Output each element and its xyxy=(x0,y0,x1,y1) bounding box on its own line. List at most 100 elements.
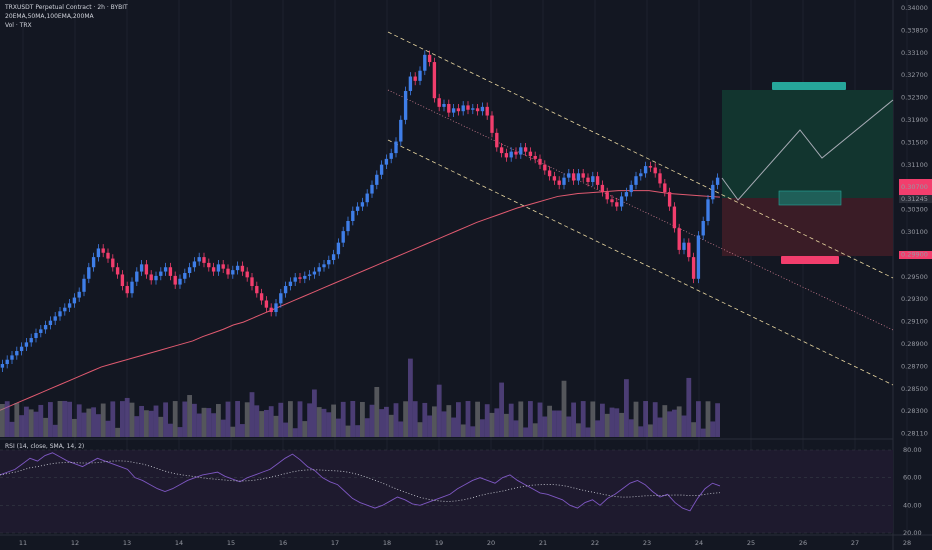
volume-bar xyxy=(24,406,29,437)
candle-body xyxy=(480,106,485,112)
volume-bar xyxy=(441,411,447,437)
price-tag-current xyxy=(899,195,932,203)
candle-body xyxy=(365,193,369,203)
volume-bar xyxy=(321,408,327,437)
candle-body xyxy=(39,329,43,333)
volume-bar xyxy=(273,415,279,437)
candle-body xyxy=(456,108,461,112)
candle-body xyxy=(432,62,437,99)
volume-bar xyxy=(201,407,207,437)
volume-bar xyxy=(43,417,48,437)
x-tick: 28 xyxy=(903,539,911,547)
candle-body xyxy=(442,103,446,107)
volume-bar xyxy=(76,404,82,437)
candle-body xyxy=(115,267,120,275)
candle-body xyxy=(82,278,86,292)
volume-bar xyxy=(67,401,72,437)
candle-body xyxy=(418,70,422,81)
candle-body xyxy=(303,275,307,279)
candle-body xyxy=(624,192,629,197)
volume-bar xyxy=(408,358,413,437)
volume-bar xyxy=(288,401,293,437)
rsi-band xyxy=(0,450,893,533)
candle-body xyxy=(413,76,417,81)
volume-bar xyxy=(403,401,408,437)
candle-body xyxy=(634,176,638,185)
price-tag-stop xyxy=(899,251,932,259)
volume-bar xyxy=(585,427,591,437)
candle-body xyxy=(307,274,312,276)
candle-body xyxy=(581,173,585,178)
candle-body xyxy=(250,277,254,287)
volume-bar xyxy=(456,402,461,437)
candle-body xyxy=(711,184,715,200)
candle-body xyxy=(610,199,614,203)
volume-bar xyxy=(336,418,341,437)
volume-bar xyxy=(715,403,720,437)
candle-body xyxy=(519,147,523,155)
y-tick: 0.32300 xyxy=(901,94,928,102)
candle-body xyxy=(715,177,720,185)
volume-bar xyxy=(216,404,221,437)
volume-bar xyxy=(355,425,360,437)
volume-bar xyxy=(412,401,418,437)
rsi-panel: 80.00 60.00 40.00 20.00 xyxy=(0,446,922,537)
volume-bar xyxy=(672,409,677,437)
rsi-sma xyxy=(0,460,721,502)
candle-body xyxy=(197,257,201,262)
x-tick: 21 xyxy=(539,539,547,547)
volume-bar xyxy=(628,419,634,437)
volume-bar xyxy=(345,425,351,437)
trade-zones: 0.31245 xyxy=(721,82,932,264)
y-axis: 0.34000 0.33850 0.33100 0.32700 0.32300 0.319… xyxy=(901,4,928,438)
candle-body xyxy=(336,242,341,255)
volume-bar xyxy=(220,419,226,437)
candle-body xyxy=(235,265,240,271)
x-tick: 13 xyxy=(123,539,131,547)
candle-body xyxy=(351,210,355,221)
candle-body xyxy=(495,132,499,148)
volume-bar xyxy=(556,410,562,437)
candle-body xyxy=(691,257,696,279)
volume-bar xyxy=(360,401,365,437)
candle-body xyxy=(552,176,557,181)
volume-bar xyxy=(120,401,125,437)
volume-bar xyxy=(4,401,10,437)
y-tick: 0.28300 xyxy=(901,407,928,415)
stop-zone xyxy=(722,198,893,256)
volume-bar xyxy=(144,410,149,437)
volume-bar xyxy=(648,424,653,437)
candle-body xyxy=(173,275,177,285)
x-tick: 19 xyxy=(435,539,443,547)
volume-bar xyxy=(528,401,533,437)
volume-bar xyxy=(475,401,480,437)
volume-bar xyxy=(398,421,404,437)
candle-body xyxy=(394,141,398,154)
candle-body xyxy=(403,90,408,120)
x-tick: 17 xyxy=(331,539,339,547)
volume-bar xyxy=(254,405,260,437)
volume-bar xyxy=(105,420,111,437)
candle-body xyxy=(19,346,24,352)
candle-body xyxy=(360,202,365,207)
candle-body xyxy=(130,281,134,294)
volume-bar xyxy=(129,402,135,437)
volume-bar xyxy=(182,401,188,437)
candle-body xyxy=(658,173,662,184)
volume-bar xyxy=(240,424,245,437)
volume-bar xyxy=(48,402,53,437)
candle-body xyxy=(63,307,67,312)
volume-bar xyxy=(624,379,629,437)
chart-title: TRXUSDT Perpetual Contract · 2h · BYBIT xyxy=(5,4,128,11)
candle-body xyxy=(427,54,432,63)
candle-body xyxy=(667,192,672,207)
volume-bar xyxy=(283,422,288,437)
candle-body xyxy=(216,264,221,272)
volume-bar xyxy=(28,409,34,437)
candle-body xyxy=(298,277,302,279)
volume-bar xyxy=(537,402,543,437)
ema-100 xyxy=(0,190,721,411)
volume-bar xyxy=(604,413,610,437)
candle-body xyxy=(163,267,168,272)
